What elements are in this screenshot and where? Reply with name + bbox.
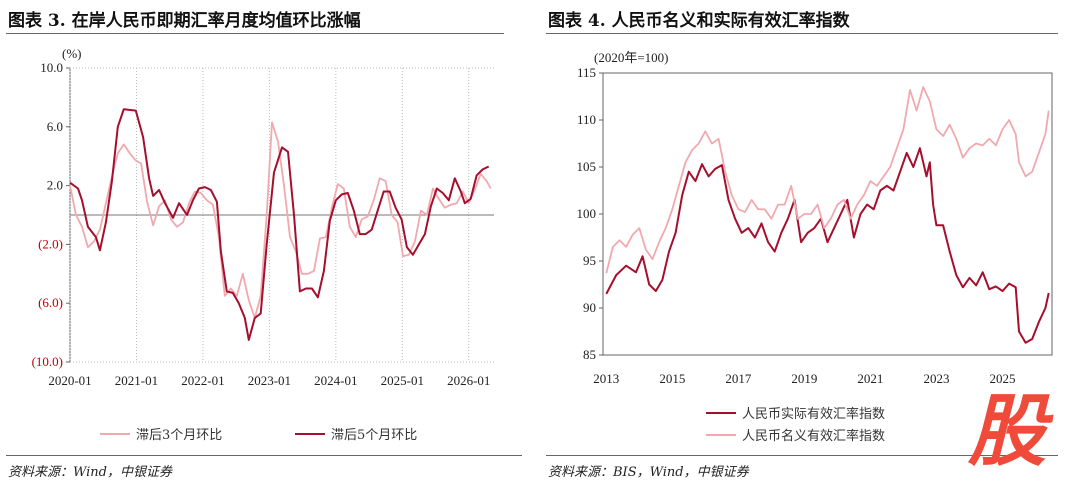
y-tick-label: 6.0	[47, 119, 63, 134]
x-tick-label: 2026-01	[447, 373, 490, 388]
y-tick-label: (2.0)	[38, 236, 63, 251]
y-tick-label: 95	[583, 253, 596, 268]
x-tick-label: 2020-01	[48, 373, 91, 388]
left-source-rule	[6, 455, 522, 456]
y-axis-unit: (2020年=100)	[594, 50, 669, 65]
y-tick-label: (6.0)	[38, 295, 63, 310]
right-title-rule	[546, 33, 1058, 34]
y-tick-label: 90	[583, 300, 596, 315]
y-tick-label: 2.0	[47, 178, 63, 193]
watermark-logo: 股	[968, 387, 1047, 477]
right-source-rule	[546, 455, 1058, 456]
legend-label: 滞后3个月环比	[136, 428, 223, 443]
left-source-note: 资料来源：Wind，中银证券	[8, 465, 172, 480]
legend-item-lag5: 滞后5个月环比	[295, 424, 417, 443]
y-axis-unit: (%)	[62, 46, 82, 61]
x-tick-label: 2017	[725, 371, 752, 386]
series-line-1	[605, 86, 1050, 274]
y-tick-label: 115	[577, 65, 596, 80]
x-tick-label: 2023	[923, 371, 949, 386]
legend-swatch	[295, 432, 325, 435]
right-chart-title: 图表 4. 人民币名义和实际有效汇率指数	[548, 11, 850, 31]
y-tick-label: 10.0	[40, 60, 63, 75]
right-source-note: 资料来源：BIS，Wind，中银证券	[548, 465, 749, 480]
y-tick-label: (10.0)	[32, 354, 63, 369]
left-title-rule	[6, 33, 504, 34]
x-tick-label: 2019	[791, 371, 817, 386]
legend-swatch	[706, 411, 736, 414]
legend-item-lag3: 滞后3个月环比	[100, 424, 222, 443]
series-line-0	[605, 147, 1050, 344]
y-tick-label: 100	[577, 206, 597, 221]
x-tick-label: 2013	[593, 371, 619, 386]
legend-swatch	[100, 432, 130, 435]
y-tick-label: 85	[583, 347, 596, 362]
legend-label: 人民币名义有效汇率指数	[742, 429, 886, 444]
y-tick-label: 110	[577, 112, 596, 127]
x-tick-label: 2021	[857, 371, 883, 386]
x-tick-label: 2021-01	[115, 373, 158, 388]
legend-label: 滞后5个月环比	[331, 428, 418, 443]
legend-swatch	[706, 433, 736, 436]
legend-label: 人民币实际有效汇率指数	[742, 407, 886, 422]
x-tick-label: 2023-01	[248, 373, 291, 388]
left-chart-title: 图表 3. 在岸人民币即期汇率月度均值环比涨幅	[8, 11, 361, 31]
legend-item-reer: 人民币实际有效汇率指数	[706, 403, 885, 422]
x-tick-label: 2022-01	[181, 373, 224, 388]
legend-item-neer: 人民币名义有效汇率指数	[706, 425, 885, 444]
series-line-1	[69, 108, 490, 341]
y-tick-label: 105	[577, 159, 597, 174]
x-tick-label: 2024-01	[314, 373, 357, 388]
series-line-0	[69, 121, 492, 319]
x-tick-label: 2015	[659, 371, 685, 386]
x-tick-label: 2025	[989, 371, 1015, 386]
x-tick-label: 2025-01	[381, 373, 424, 388]
